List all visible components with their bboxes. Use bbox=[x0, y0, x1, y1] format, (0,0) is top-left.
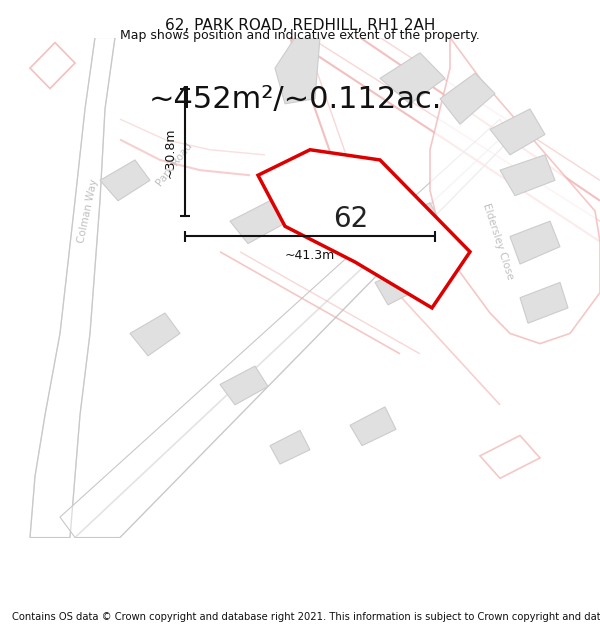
Polygon shape bbox=[30, 38, 115, 538]
Text: Map shows position and indicative extent of the property.: Map shows position and indicative extent… bbox=[120, 29, 480, 42]
Polygon shape bbox=[350, 407, 396, 446]
Polygon shape bbox=[220, 366, 268, 405]
Polygon shape bbox=[375, 267, 420, 305]
Polygon shape bbox=[500, 155, 555, 196]
Polygon shape bbox=[275, 38, 320, 104]
Text: Eldersley Close: Eldersley Close bbox=[481, 202, 515, 281]
Polygon shape bbox=[100, 160, 150, 201]
Text: Park Road: Park Road bbox=[155, 141, 195, 189]
Text: 62, PARK ROAD, REDHILL, RH1 2AH: 62, PARK ROAD, REDHILL, RH1 2AH bbox=[165, 18, 435, 32]
Polygon shape bbox=[510, 221, 560, 264]
Polygon shape bbox=[60, 119, 510, 538]
Polygon shape bbox=[330, 170, 390, 213]
Text: ~41.3m: ~41.3m bbox=[285, 249, 335, 262]
Polygon shape bbox=[30, 42, 75, 89]
Text: Contains OS data © Crown copyright and database right 2021. This information is : Contains OS data © Crown copyright and d… bbox=[12, 612, 600, 622]
Polygon shape bbox=[230, 201, 285, 244]
Polygon shape bbox=[130, 313, 180, 356]
Polygon shape bbox=[440, 73, 495, 124]
Polygon shape bbox=[520, 282, 568, 323]
Text: ~452m²/~0.112ac.: ~452m²/~0.112ac. bbox=[148, 85, 442, 114]
Text: ~30.8m: ~30.8m bbox=[164, 127, 177, 178]
Polygon shape bbox=[480, 436, 540, 478]
Text: 62: 62 bbox=[333, 205, 368, 233]
Polygon shape bbox=[270, 431, 310, 464]
Polygon shape bbox=[490, 109, 545, 155]
Polygon shape bbox=[430, 38, 600, 344]
Text: Colman Way: Colman Way bbox=[76, 178, 100, 244]
Polygon shape bbox=[390, 202, 442, 242]
Polygon shape bbox=[258, 150, 470, 308]
Polygon shape bbox=[380, 52, 445, 104]
